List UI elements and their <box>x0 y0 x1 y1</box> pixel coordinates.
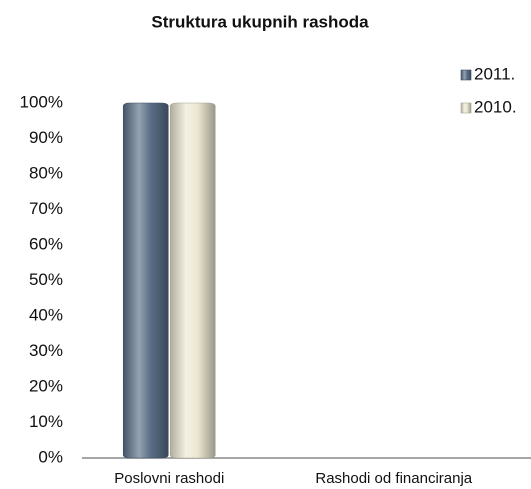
legend-marker <box>460 69 472 81</box>
bar <box>169 102 216 459</box>
y-tick-label: 30% <box>29 341 63 360</box>
y-tick-label: 100% <box>20 92 63 111</box>
y-tick-label: 50% <box>29 270 63 289</box>
chart-title: Struktura ukupnih rashoda <box>151 12 369 31</box>
legend-label: 2011. <box>474 64 515 83</box>
y-tick-label: 90% <box>29 128 63 147</box>
y-tick-label: 10% <box>29 412 63 431</box>
y-tick-label: 0% <box>38 447 63 466</box>
bar <box>122 102 169 459</box>
y-tick-label: 60% <box>29 234 63 253</box>
x-tick-label: Rashodi od financiranja <box>315 470 472 487</box>
y-tick-label: 20% <box>29 376 63 395</box>
y-tick-label: 70% <box>29 199 63 218</box>
x-tick-label: Poslovni rashodi <box>114 470 224 487</box>
y-tick-label: 80% <box>29 163 63 182</box>
legend-marker <box>460 102 472 114</box>
legend-label: 2010. <box>474 97 517 116</box>
y-tick-label: 40% <box>29 305 63 324</box>
